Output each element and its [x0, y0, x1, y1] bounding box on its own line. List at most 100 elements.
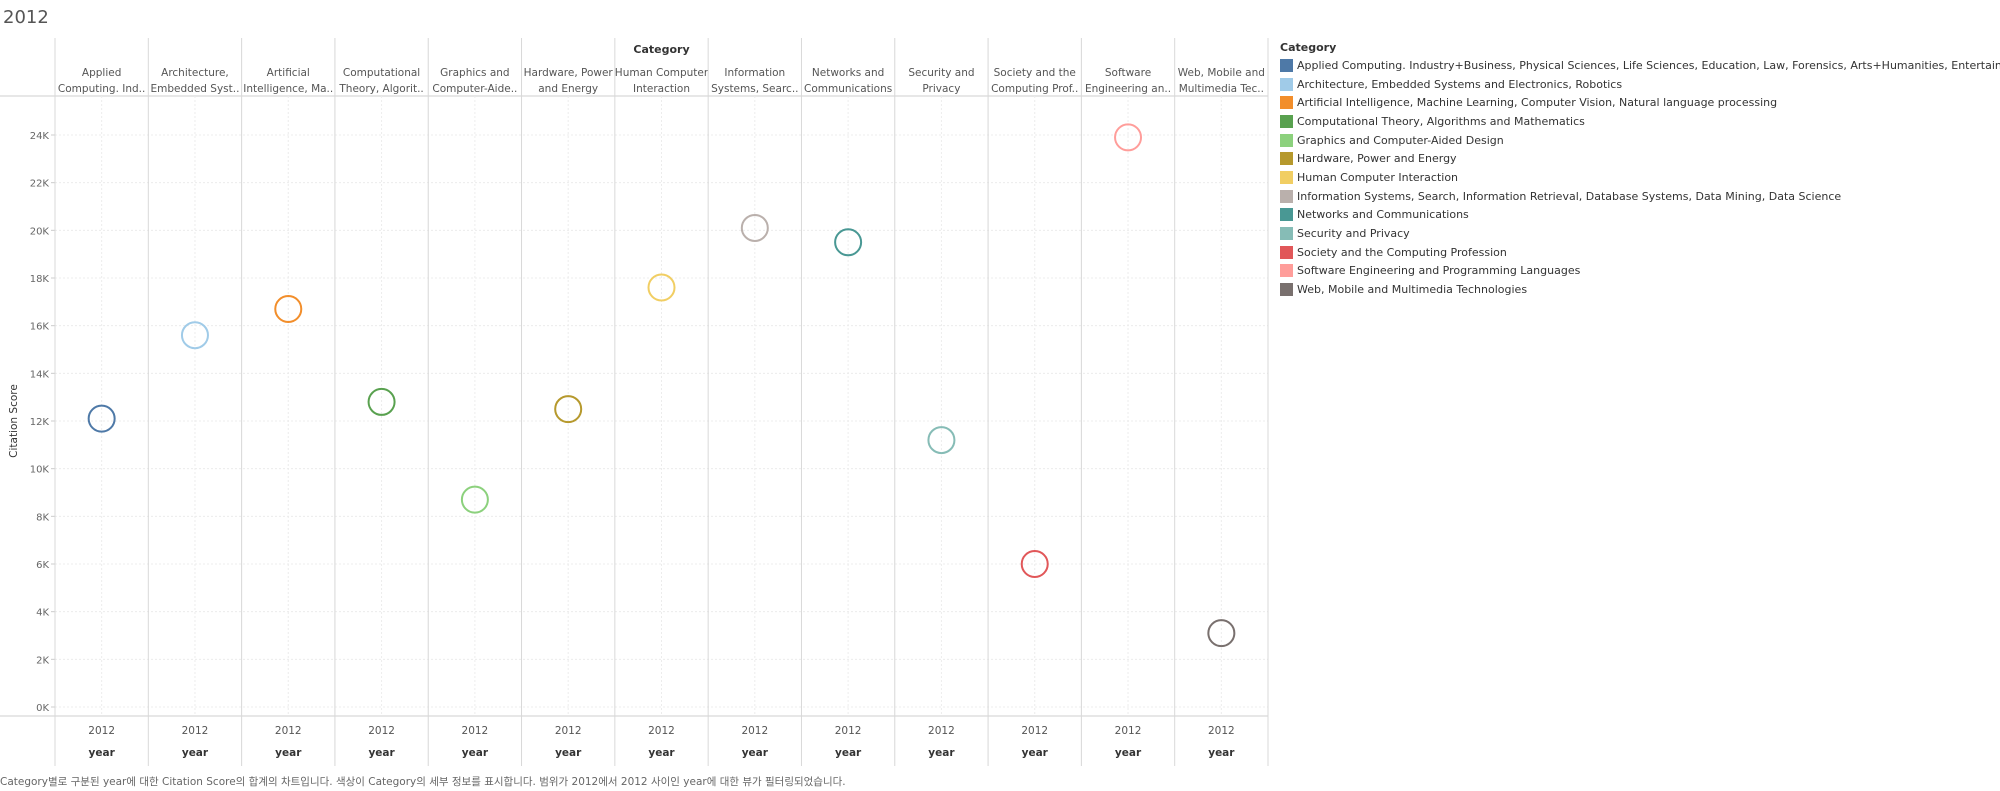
x-axis-title: year	[368, 747, 395, 759]
x-tick-label: 2012	[835, 725, 862, 737]
column-header-label: Society and the	[994, 67, 1076, 79]
legend-item[interactable]: Information Systems, Search, Information…	[1280, 187, 2000, 206]
legend-swatch	[1280, 96, 1293, 110]
column-header-label: Computing. Ind..	[58, 83, 145, 95]
legend-label: Computational Theory, Algorithms and Mat…	[1297, 114, 1585, 128]
y-tick-label: 0K	[36, 703, 49, 714]
y-tick-label: 12K	[30, 417, 50, 428]
page-title: 2012	[3, 7, 49, 28]
citation-score-chart: Category 0K 2K 4K 6K 8K 10K 12K 14K 16K 18K 20K 22K 2…	[0, 38, 1269, 766]
x-tick-label: 2012	[275, 725, 302, 737]
y-tick-label: 2K	[36, 655, 49, 666]
column-header-label: Architecture,	[161, 67, 229, 79]
column-header-label: Computer-Aide..	[432, 83, 517, 95]
y-tick-label: 14K	[30, 369, 50, 380]
data-point	[1207, 619, 1236, 648]
legend-label: Security and Privacy	[1297, 227, 1410, 241]
legend-item[interactable]: Software Engineering and Programming Lan…	[1280, 262, 2000, 281]
legend-label: Hardware, Power and Energy	[1297, 152, 1457, 166]
legend-swatch	[1280, 189, 1293, 203]
column-header-label: Computational	[343, 67, 420, 79]
y-tick-label: 4K	[36, 608, 49, 619]
data-point	[274, 294, 303, 323]
data-point	[180, 321, 209, 350]
legend-swatch	[1280, 58, 1293, 72]
legend-swatch	[1280, 170, 1293, 184]
column-header-label: Theory, Algorit..	[338, 83, 423, 95]
legend-item[interactable]: Computational Theory, Algorithms and Mat…	[1280, 112, 2000, 131]
column-header-label: Interaction	[633, 83, 690, 95]
legend-label: Graphics and Computer-Aided Design	[1297, 133, 1504, 147]
legend-title: Category	[1280, 41, 1337, 54]
legend-item[interactable]: Architecture, Embedded Systems and Elect…	[1280, 75, 2000, 94]
y-tick-label: 8K	[36, 512, 49, 523]
x-axis-title: year	[89, 747, 116, 759]
legend-item[interactable]: Society and the Computing Profession	[1280, 243, 2000, 262]
legend-item[interactable]: Artificial Intelligence, Machine Learnin…	[1280, 93, 2000, 112]
legend-swatch	[1280, 114, 1293, 128]
x-axis-title: year	[835, 747, 862, 759]
x-tick-label: 2012	[1115, 725, 1142, 737]
column-header-label: Intelligence, Ma..	[243, 83, 333, 95]
x-tick-label: 2012	[928, 725, 955, 737]
legend-label: Software Engineering and Programming Lan…	[1297, 264, 1581, 278]
legend-label: Society and the Computing Profession	[1297, 245, 1507, 259]
legend-label: Web, Mobile and Multimedia Technologies	[1297, 283, 1528, 297]
data-point	[554, 395, 583, 424]
column-header-label: Hardware, Power	[524, 67, 614, 79]
column-header-label: Privacy	[922, 83, 960, 95]
x-tick-label: 2012	[648, 725, 675, 737]
column-header-label: Information	[724, 67, 785, 79]
column-header-label: Multimedia Tec..	[1179, 83, 1264, 95]
y-tick-label: 22K	[30, 179, 50, 190]
column-header-label: Graphics and	[440, 67, 509, 79]
x-tick-label: 2012	[368, 725, 395, 737]
legend-swatch	[1280, 77, 1293, 91]
legend-swatch	[1280, 245, 1293, 259]
legend[interactable]: Category Applied Computing. Industry+Bus…	[1280, 41, 2000, 299]
legend-item[interactable]: Applied Computing. Industry+Business, Ph…	[1280, 56, 2000, 75]
legend-swatch	[1280, 264, 1293, 278]
x-axis-title: year	[555, 747, 582, 759]
data-point	[927, 426, 956, 455]
column-header-label: and Energy	[538, 83, 598, 95]
data-point	[834, 228, 863, 257]
column-header-label: Communications	[804, 83, 892, 95]
legend-items: Applied Computing. Industry+Business, Ph…	[1280, 56, 2000, 299]
x-tick-label: 2012	[182, 725, 209, 737]
x-tick-label: 2012	[555, 725, 582, 737]
data-point	[460, 485, 489, 514]
legend-item[interactable]: Networks and Communications	[1280, 206, 2000, 225]
column-header-label: Networks and	[812, 67, 884, 79]
legend-label: Architecture, Embedded Systems and Elect…	[1297, 77, 1623, 91]
legend-swatch	[1280, 208, 1293, 222]
legend-label: Information Systems, Search, Information…	[1297, 189, 1842, 203]
legend-swatch	[1280, 133, 1293, 147]
y-tick-label: 20K	[30, 226, 50, 237]
legend-swatch	[1280, 152, 1293, 166]
y-tick-label: 6K	[36, 560, 49, 571]
x-axis-title: year	[1022, 747, 1049, 759]
y-tick-label: 10K	[30, 465, 50, 476]
legend-item[interactable]: Hardware, Power and Energy	[1280, 149, 2000, 168]
column-header-label: Artificial	[267, 67, 310, 79]
y-tick-label: 24K	[30, 131, 50, 142]
legend-item[interactable]: Graphics and Computer-Aided Design	[1280, 131, 2000, 150]
column-header-label: Web, Mobile and	[1178, 67, 1265, 79]
legend-item[interactable]: Human Computer Interaction	[1280, 168, 2000, 187]
column-header-label: Engineering an..	[1085, 83, 1171, 95]
column-header-title: Category	[633, 43, 689, 56]
x-axis-title: year	[462, 747, 489, 759]
data-point	[1114, 123, 1143, 152]
x-tick-label: 2012	[88, 725, 115, 737]
legend-swatch	[1280, 283, 1293, 297]
x-axis-title: year	[1208, 747, 1235, 759]
x-axis-title: year	[182, 747, 209, 759]
legend-item[interactable]: Security and Privacy	[1280, 224, 2000, 243]
y-tick-label: 18K	[30, 274, 50, 285]
data-point	[367, 387, 396, 416]
y-tick-label: 16K	[30, 322, 50, 333]
legend-label: Human Computer Interaction	[1297, 170, 1459, 184]
data-point	[1020, 550, 1049, 578]
legend-item[interactable]: Web, Mobile and Multimedia Technologies	[1280, 280, 2000, 299]
